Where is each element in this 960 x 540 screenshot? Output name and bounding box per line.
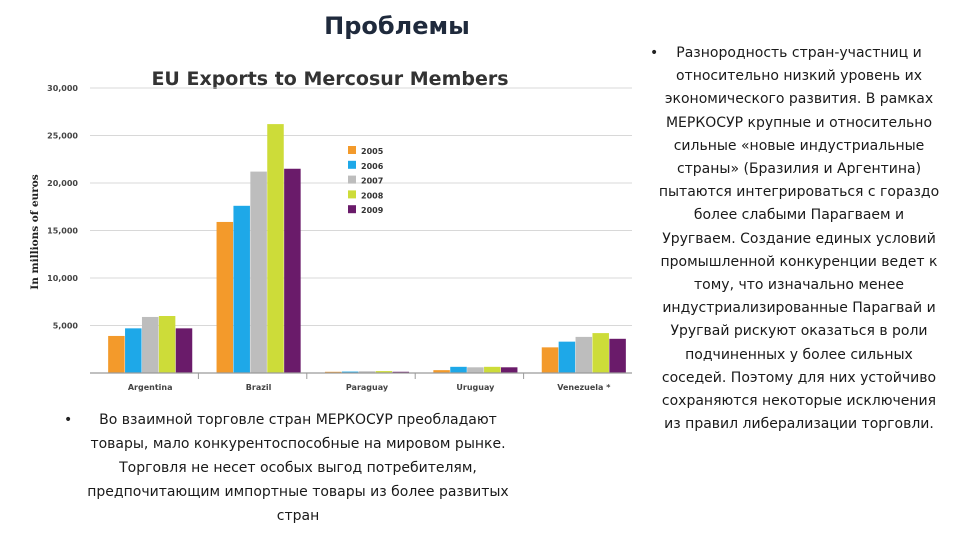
bar-2007 [250, 171, 267, 373]
legend-label: 2008 [361, 191, 384, 200]
bar-2008 [592, 333, 609, 373]
y-tick-label: 5,000 [53, 322, 79, 331]
x-tick-label: Argentina [128, 383, 173, 392]
bar-2009 [175, 328, 193, 373]
bar-2008 [158, 316, 176, 373]
bullet-dot: • [650, 45, 659, 61]
y-tick-label: 20,000 [47, 179, 78, 188]
bar-2009 [284, 168, 301, 373]
x-tick-label: Uruguay [456, 383, 495, 392]
chart-svg: EU Exports to Mercosur Members In millio… [29, 68, 632, 392]
legend-label: 2006 [361, 162, 384, 171]
legend-swatch [348, 175, 356, 184]
bar-2007 [575, 336, 593, 373]
bar-2007 [358, 371, 376, 373]
legend-swatch [348, 205, 356, 214]
x-tick-label: Paraguay [346, 383, 389, 392]
bullet-left-text: Во взаимной торговле стран МЕРКОСУР прео… [87, 412, 509, 524]
y-tick-label: 15,000 [47, 227, 78, 236]
bar-2007 [141, 316, 159, 373]
bar-2006 [125, 328, 142, 373]
bar-2007 [467, 367, 484, 373]
bar-2006 [233, 205, 250, 373]
chart-gridlines [90, 87, 632, 326]
bar-2008 [484, 366, 501, 373]
bar-2006 [341, 371, 359, 373]
legend-swatch [348, 160, 356, 169]
chart-title: EU Exports to Mercosur Members [151, 68, 508, 90]
slide-title: Проблемы [324, 12, 470, 40]
bar-2008 [267, 124, 284, 373]
bar-2006 [558, 341, 576, 373]
y-tick-label: 10,000 [47, 274, 78, 283]
chart-y-axis-label: In millions of euros [29, 174, 41, 289]
bullet-right-text: Разнородность стран-участниц и относител… [658, 45, 940, 433]
bar-2005 [216, 221, 234, 373]
legend-label: 2009 [361, 206, 384, 215]
bar-2006 [450, 366, 467, 373]
legend-swatch [348, 190, 356, 199]
legend-label: 2005 [361, 147, 384, 156]
bullet-dot: • [64, 412, 73, 428]
bullet-left: • Во взаимной торговле стран МЕРКОСУР пр… [64, 408, 528, 528]
bar-2008 [375, 371, 393, 373]
bar-2005 [433, 370, 450, 373]
bar-2005 [541, 347, 559, 373]
bullet-right: • Разнородность стран-участниц и относит… [650, 42, 942, 436]
bar-2009 [392, 371, 410, 373]
x-tick-label: Venezuela * [557, 383, 611, 392]
y-tick-label: 30,000 [47, 84, 78, 93]
y-tick-label: 25,000 [47, 132, 78, 141]
bar-2009 [500, 367, 518, 373]
bar-2005 [108, 335, 125, 373]
eu-exports-chart: EU Exports to Mercosur Members In millio… [22, 58, 652, 406]
legend-swatch [348, 146, 356, 154]
bar-2009 [609, 338, 626, 373]
chart-legend: 2005 2006 2007 2008 2009 [348, 146, 384, 215]
legend-label: 2007 [361, 177, 383, 186]
chart-axes: 5,000 10,000 15,000 20,000 25,000 30,000 Argen… [47, 84, 632, 392]
x-tick-label: Brazil [246, 383, 272, 392]
